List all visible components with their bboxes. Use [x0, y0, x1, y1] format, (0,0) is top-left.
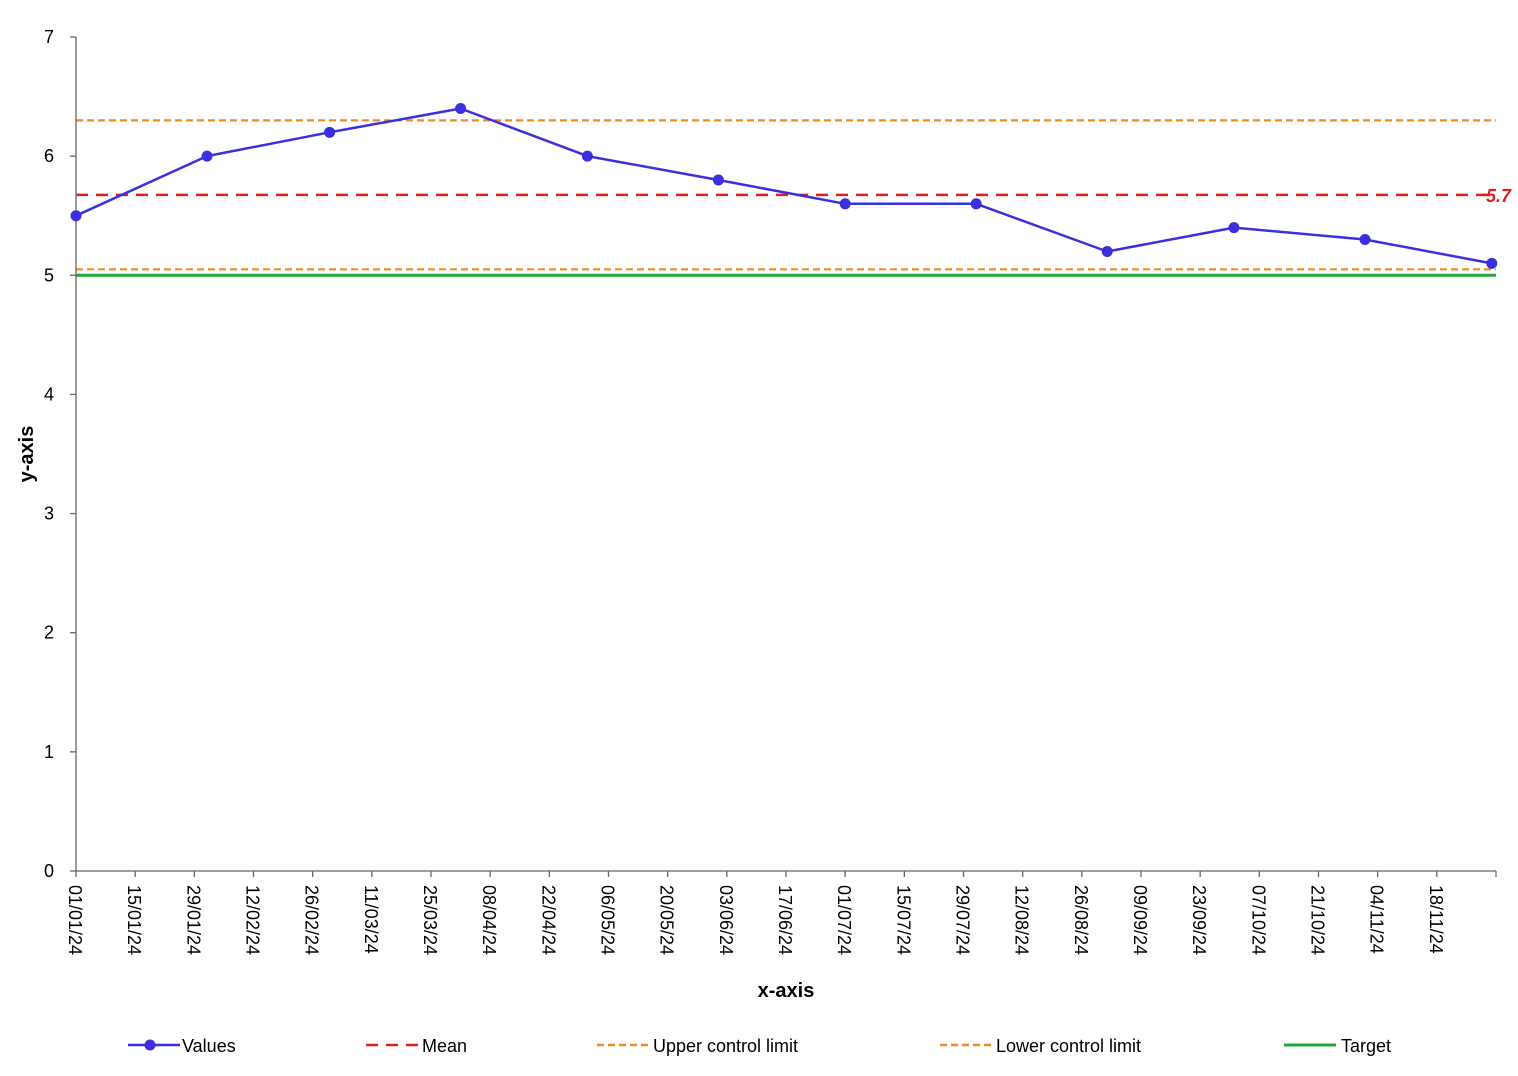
x-tick-label: 15/01/24: [124, 885, 144, 955]
x-tick-label: 29/07/24: [953, 885, 973, 955]
values-line: [75, 107, 1493, 265]
y-tick-label: 4: [44, 384, 54, 404]
y-tick-label: 0: [44, 861, 54, 881]
legend-marker-values: [144, 1039, 156, 1051]
values-point: [1101, 245, 1113, 257]
x-tick-label: 20/05/24: [657, 885, 677, 955]
labels-group: 5.7: [1486, 186, 1512, 206]
legend: Values Mean Upper control limit Lower contr…: [128, 1036, 1391, 1056]
series-group: [70, 102, 1498, 269]
values-point: [455, 102, 467, 114]
axes-group: 0 1 2 3 4 5 6 7 01/01/24 15/01/24 29/01/24 12/02/24…: [16, 27, 1497, 1002]
x-tick-label: 18/11/24: [1426, 885, 1446, 954]
x-tick-label: 11/03/24: [361, 885, 381, 954]
x-tick-label: 22/04/24: [538, 885, 558, 955]
reference-lines-group: [76, 119, 1496, 277]
x-tick-label: 12/02/24: [243, 885, 263, 955]
x-tick-label: 17/06/24: [775, 885, 795, 955]
x-tick-label: 29/01/24: [183, 885, 203, 955]
y-tick-label: 3: [44, 504, 54, 524]
x-tick-label: 01/01/24: [65, 885, 85, 955]
x-tick-label: 25/03/24: [420, 885, 440, 955]
x-axis-title: x-axis: [758, 980, 815, 1002]
x-tick-label: 26/08/24: [1071, 885, 1091, 955]
values-point: [70, 210, 82, 222]
y-tick-label: 2: [44, 623, 54, 643]
y-tick-label: 7: [44, 27, 54, 47]
x-tick-label: 01/07/24: [834, 885, 854, 955]
legend-label-mean: Mean: [422, 1036, 467, 1056]
values-point: [839, 198, 851, 210]
x-tick-label: 23/09/24: [1189, 885, 1209, 955]
x-tick-label: 09/09/24: [1130, 885, 1150, 955]
x-tick-label: 04/11/24: [1367, 885, 1387, 954]
legend-label-target: Target: [1341, 1036, 1391, 1056]
mean-value-label: 5.7: [1486, 186, 1512, 206]
x-tick-label: 12/08/24: [1012, 885, 1032, 955]
values-point: [712, 174, 724, 186]
y-tick-label: 6: [44, 146, 54, 166]
x-tick-label: 08/04/24: [479, 885, 499, 955]
values-point: [581, 150, 593, 162]
values-point: [970, 198, 982, 210]
x-tick-label: 03/06/24: [716, 885, 736, 955]
values-point: [1228, 222, 1240, 234]
y-tick-label: 1: [44, 742, 54, 762]
x-tick-label: 21/10/24: [1308, 885, 1328, 955]
x-tick-label: 06/05/24: [598, 885, 618, 955]
values-point: [201, 150, 213, 162]
values-point: [1359, 234, 1371, 246]
legend-label-lower-control-limit: Lower control limit: [996, 1036, 1141, 1056]
values-point: [1486, 257, 1498, 269]
y-axis-title: y-axis: [16, 426, 38, 483]
legend-label-upper-control-limit: Upper control limit: [653, 1036, 798, 1056]
legend-label-values: Values: [182, 1036, 236, 1056]
x-tick-label: 07/10/24: [1248, 885, 1268, 955]
values-point: [324, 126, 336, 138]
y-tick-label: 5: [44, 265, 54, 285]
x-tick-label: 15/07/24: [893, 885, 913, 955]
x-tick-label: 26/02/24: [302, 885, 322, 955]
